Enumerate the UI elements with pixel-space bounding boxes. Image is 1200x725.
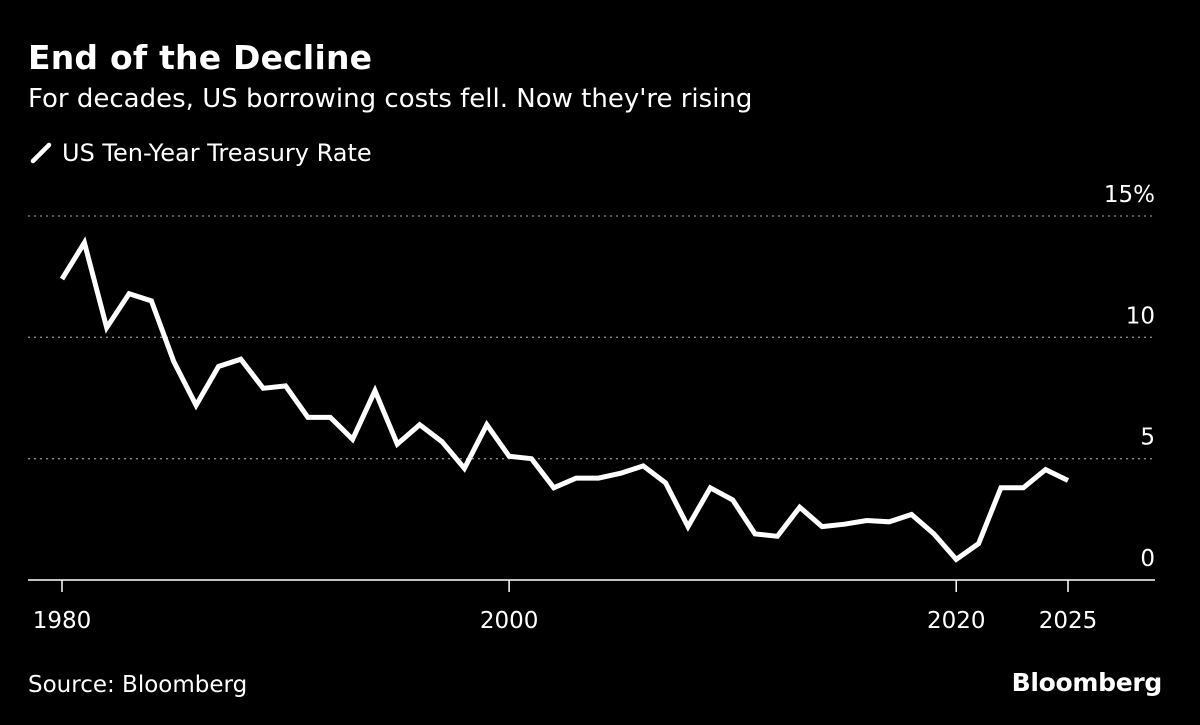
data-point-2009 [708,485,713,490]
data-point-2008 [686,524,691,529]
data-point-1984 [149,298,154,303]
data-point-2023 [1021,485,1026,490]
data-point-2002 [551,485,556,490]
data-point-2010 [730,497,735,502]
chart-title: End of the Decline [28,38,373,77]
data-point-1986 [194,403,199,408]
data-point-2020 [954,557,959,562]
y-tick-label-15: 15% [1104,182,1155,208]
data-point-2000 [507,454,512,459]
data-point-2013 [797,505,802,510]
data-point-1993 [350,437,355,442]
data-point-1985 [171,359,176,364]
legend-label: US Ten-Year Treasury Rate [62,139,372,167]
data-point-2001 [529,456,534,461]
y-tick-label-5: 5 [1140,425,1155,451]
data-point-1982 [104,325,109,330]
data-point-1996 [417,422,422,427]
data-point-2014 [820,524,825,529]
bloomberg-logo: Bloomberg [1011,668,1163,697]
data-point-1990 [283,383,288,388]
x-tick-label-1980: 1980 [33,608,92,634]
data-point-1995 [395,442,400,447]
data-point-1987 [216,364,221,369]
data-point-1980 [60,277,65,282]
data-point-2022 [998,485,1003,490]
data-point-2017 [887,519,892,524]
data-point-1988 [238,357,243,362]
data-point-1981 [82,240,87,245]
data-point-1999 [484,422,489,427]
data-point-2024 [1043,467,1048,472]
data-point-2012 [775,534,780,539]
slash-line-icon [30,142,52,164]
data-point-1991 [305,415,310,420]
x-tick-label-2025: 2025 [1039,608,1098,634]
data-point-2025 [1066,478,1071,483]
data-point-1994 [373,388,378,393]
chart-subtitle: For decades, US borrowing costs fell. No… [28,84,753,114]
series-line-0 [59,236,1070,563]
data-point-2016 [864,518,869,523]
y-tick-label-10: 10 [1126,303,1155,329]
x-tick-label-2020: 2020 [927,608,986,634]
x-tick-label-2000: 2000 [480,608,539,634]
data-point-2003 [574,476,579,481]
data-point-2006 [641,463,646,468]
data-point-2021 [976,541,981,546]
data-point-2018 [909,512,914,517]
data-point-2019 [931,531,936,536]
data-point-2004 [596,476,601,481]
data-point-2007 [663,480,668,485]
data-point-1992 [328,415,333,420]
data-point-2015 [842,522,847,527]
data-point-1998 [462,466,467,471]
y-tick-label-0: 0 [1140,546,1155,572]
data-point-1983 [127,291,132,296]
data-point-1997 [440,439,445,444]
data-point-1989 [261,386,266,391]
data-point-2005 [618,471,623,476]
legend: US Ten-Year Treasury Rate [30,138,372,168]
data-point-2011 [753,531,758,536]
source-note: Source: Bloomberg [28,672,248,698]
